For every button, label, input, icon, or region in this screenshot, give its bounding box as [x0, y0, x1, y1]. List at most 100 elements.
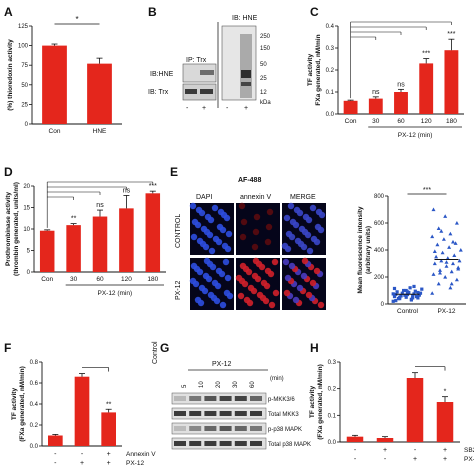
chart-d-sig-label: *** — [149, 183, 157, 190]
chart-e-plot-point — [434, 254, 439, 259]
panel-label-g: G — [160, 341, 169, 355]
micro-e-cell — [207, 291, 215, 299]
chart-h-sig-label: * — [444, 389, 447, 396]
chart-a-xtick-label: Con — [49, 128, 61, 135]
chart-f-ytick-label: 0.8 — [30, 360, 39, 366]
chart-e-plot-point — [454, 277, 459, 282]
micro-e-cell — [224, 274, 232, 282]
micro-e-cell — [190, 262, 198, 270]
blot-b-lane-plus-2: + — [244, 105, 248, 112]
chart-f-treatment-mark: - — [54, 451, 57, 458]
chart-e-plot-ylabel: Mean fluorescence intensity — [357, 206, 364, 293]
chart-e-plot-ytick-label: 400 — [374, 248, 385, 254]
micro-e-cell — [293, 206, 301, 214]
chart-e-plot-point — [435, 242, 440, 247]
chart-e-plot-point — [447, 245, 452, 249]
chart-e-plot-point — [439, 258, 444, 263]
blot-g-band — [189, 441, 202, 446]
chart-e-plot-point — [404, 295, 408, 299]
blot-g-lane-60: 60 — [250, 381, 256, 388]
panel-label-d: D — [4, 165, 13, 179]
chart-h-treatment-mark: + — [443, 447, 447, 454]
chart-e-plot-point — [436, 226, 441, 230]
micro-e-cell — [211, 279, 219, 287]
micro-e-cell — [306, 247, 314, 255]
chart-e-plot-point — [444, 260, 449, 264]
chart-e-plot-point — [443, 214, 448, 218]
chart-h-ytick-label: 0.1 — [328, 413, 337, 419]
micro-e-cell — [256, 291, 264, 299]
chart-e-plot-point — [405, 290, 410, 294]
blot-g-lane-20: 20 — [216, 381, 222, 388]
blot-b-marker-25: 25 — [260, 76, 267, 82]
micro-e-cell — [283, 289, 291, 297]
micro-e-cell — [239, 233, 247, 241]
blot-g-band — [250, 396, 262, 401]
chart-h-treatment-mark: + — [383, 447, 387, 454]
blot-g-band — [234, 411, 247, 416]
panel-label-h: H — [310, 341, 319, 355]
chart-c-bar — [368, 98, 383, 114]
chart-f: 0.0 0.2 0.4 0.6 0.8 TF activity (FXa generated… — [11, 360, 156, 467]
chart-f-ytick-label: 0.2 — [30, 423, 39, 429]
chart-e-plot-point — [399, 294, 403, 298]
chart-e-plot-point — [391, 292, 395, 296]
chart-f-treatment-label: Annexin V — [126, 451, 156, 458]
chart-a-ytick-label: 0 — [25, 122, 29, 128]
blot-g-band — [204, 411, 217, 416]
micro-e-cell — [264, 238, 272, 246]
chart-e-plot-point — [415, 294, 419, 299]
chart-a-ytick-label: 75 — [21, 63, 28, 69]
chart-f-treatment-mark: - — [81, 451, 84, 458]
panel-label-c: C — [310, 5, 319, 19]
micro-e-col-merge: MERGE — [290, 194, 316, 201]
blot-g-band — [219, 396, 232, 401]
micro-e-cell — [296, 284, 304, 292]
micro-e-cell — [305, 291, 313, 299]
chart-a-ytick-label: 25 — [21, 102, 28, 108]
micro-e-cell — [285, 230, 293, 238]
micro-e-cell — [235, 274, 243, 282]
chart-f-treatment-mark: - — [54, 460, 57, 467]
chart-h-treatment-mark: - — [354, 456, 357, 463]
blot-g-row-p38: Total p38 MAPK — [268, 442, 311, 448]
blot-b-hne-band — [200, 70, 214, 75]
chart-e-plot-xtick-label: Control — [397, 308, 419, 315]
chart-h-ytick-label: 0.0 — [328, 440, 337, 446]
blot-g-strip — [171, 422, 267, 435]
blot-b: IP: Trx IB: HNE IB:HNE IB: Trx 250 150 5… — [148, 15, 271, 112]
micro-e-cell — [298, 225, 306, 233]
chart-e-plot-point — [392, 286, 397, 291]
micro-e-cell — [223, 289, 231, 297]
chart-d-ytick-label: 0 — [27, 270, 31, 276]
blot-g-lane-5: 5 — [182, 384, 188, 388]
chart-a-bar — [87, 63, 112, 124]
micro-e-cell — [203, 257, 211, 265]
chart-a: 0 25 50 75 100 125 (%) thioredoxin activity Con… — [7, 15, 122, 135]
chart-e-plot-point — [416, 290, 420, 295]
chart-e-plot-point — [449, 281, 454, 286]
micro-e-cell — [283, 214, 291, 222]
micro-e-cell — [289, 218, 297, 226]
chart-e-plot-point — [431, 207, 436, 212]
chart-h-ytick-label: 0.2 — [328, 387, 337, 393]
chart-d-ylabel: Prothrombinase activity — [5, 192, 12, 266]
blot-b-marker-50: 50 — [260, 62, 267, 68]
blot-b-ip-label: IP: Trx — [186, 57, 207, 64]
blot-g-band — [204, 396, 217, 401]
blot-g-unit: (min) — [270, 376, 284, 382]
chart-c-bar — [419, 63, 434, 114]
micro-e-cell — [302, 213, 310, 221]
chart-f-ylabel: TF activity — [11, 388, 18, 421]
micro-e-cell — [221, 242, 229, 250]
chart-e-plot-point — [432, 249, 437, 253]
chart-e-plot-point — [451, 261, 455, 266]
blot-g-band — [234, 441, 247, 446]
micro-e-cell — [281, 242, 289, 250]
micro-e-title: AF-488 — [238, 177, 261, 184]
micro-e-cell — [200, 225, 208, 233]
micro-e-cell — [189, 202, 197, 210]
micro-e-cell — [264, 267, 272, 275]
micro-e-cell — [215, 267, 223, 275]
blot-b-hne-band-box — [182, 63, 217, 83]
